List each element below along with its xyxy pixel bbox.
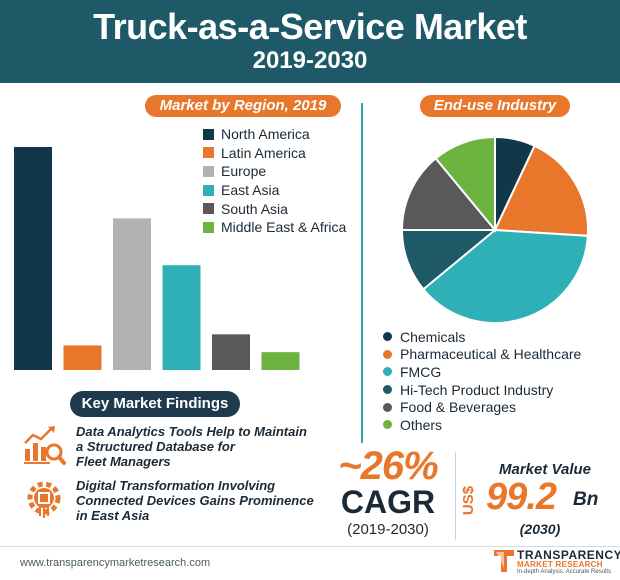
cagr-period: (2019-2030): [347, 521, 429, 538]
market-value-currency: US$: [460, 478, 486, 526]
legend-item-hitech: Hi-Tech Product Industry: [383, 381, 581, 399]
legend-item-east-asia: East Asia: [203, 181, 346, 200]
logo-text-sub: MARKET RESEARCH: [517, 560, 603, 569]
legend-label: East Asia: [221, 182, 280, 199]
analytics-chart-icon: [24, 426, 66, 465]
header-banner: Truck-as-a-Service Market 2019-2030: [0, 0, 620, 83]
bar-east-asia: [162, 265, 201, 370]
finding-line: Digital Transformation Involving: [76, 478, 276, 493]
legend-item-fmcg: FMCG: [383, 363, 581, 381]
tmr-logo-icon: [494, 550, 514, 572]
legend-swatch: [203, 147, 214, 159]
legend-item-latin-america: Latin America: [203, 144, 346, 163]
bar-north-america: [14, 147, 52, 370]
legend-swatch: [203, 128, 214, 140]
enduse-legend: Chemicals Pharmaceutical & Healthcare FM…: [383, 328, 581, 434]
footer-divider: [0, 546, 620, 547]
legend-item-chemicals: Chemicals: [383, 328, 581, 346]
finding-item-2: Digital Transformation Involving Connect…: [76, 478, 336, 523]
finding-line: Fleet Managers: [76, 454, 171, 469]
bar-south-asia: [212, 334, 250, 370]
legend-label: Europe: [221, 163, 267, 180]
legend-item-others: Others: [383, 416, 581, 434]
stats-divider: [455, 452, 456, 540]
legend-item-middle-east-africa: Middle East & Africa: [203, 218, 346, 237]
legend-dot: [383, 349, 392, 359]
section-divider: [361, 103, 363, 443]
page-subtitle-years: 2019-2030: [252, 47, 368, 74]
legend-label: Middle East & Africa: [221, 219, 347, 236]
legend-item-north-america: North America: [203, 125, 346, 144]
market-value-number: 99.2: [486, 476, 557, 518]
digital-gear-icon: [27, 481, 61, 518]
footer-url[interactable]: www.transparencymarketresearch.com: [20, 557, 211, 569]
slice-fmcg: [421, 228, 589, 324]
legend-swatch: [203, 184, 214, 196]
page-title: Truck-as-a-Service Market: [93, 6, 527, 47]
legend-dot: [383, 367, 392, 377]
legend-swatch: [203, 165, 214, 177]
slice-food-beverages: [400, 156, 498, 231]
market-value-year: (2030): [519, 521, 561, 537]
legend-item-europe: Europe: [203, 162, 346, 181]
finding-line: Connected Devices Gains Prominence: [76, 493, 314, 508]
bar-middle-east-africa: [261, 352, 300, 370]
market-value-label: Market Value: [499, 461, 591, 478]
legend-swatch: [203, 221, 214, 233]
cagr-label: CAGR: [340, 484, 436, 520]
finding-item-1: Data Analytics Tools Help to Maintain a …: [76, 424, 336, 469]
finding-line: Data Analytics Tools Help to Maintain: [76, 424, 307, 439]
enduse-chart-title: End-use Industry: [420, 95, 570, 117]
legend-dot: [383, 332, 392, 342]
finding-line: a Structured Database for: [76, 439, 235, 454]
legend-label: South Asia: [221, 200, 288, 217]
enduse-pie-chart: [400, 135, 589, 324]
region-legend: North America Latin America Europe East …: [203, 125, 346, 237]
legend-item-food: Food & Beverages: [383, 398, 581, 416]
logo-text-main: TRANSPARENCY: [517, 548, 620, 562]
legend-item-south-asia: South Asia: [203, 199, 346, 218]
region-bar-chart: [14, 147, 300, 370]
legend-label: North America: [221, 126, 310, 143]
bar-europe: [113, 218, 151, 370]
legend-label: FMCG: [400, 363, 442, 380]
slice-others: [434, 135, 496, 233]
legend-dot: [383, 420, 392, 430]
logo-tagline: In-depth Analysis. Accurate Results: [517, 569, 612, 575]
slice-pharmaceutical-healthcare: [493, 144, 589, 237]
legend-label: Latin America: [221, 144, 306, 161]
findings-heading: Key Market Findings: [70, 391, 240, 417]
cagr-value: ~26%: [338, 444, 438, 488]
legend-item-pharma: Pharmaceutical & Healthcare: [383, 346, 581, 364]
market-value-unit: Bn: [573, 489, 599, 510]
bar-latin-america: [63, 345, 102, 370]
legend-label: Others: [400, 416, 443, 433]
legend-label: Chemicals: [400, 328, 466, 345]
finding-line: in East Asia: [76, 508, 150, 523]
legend-label: Hi-Tech Product Industry: [400, 381, 554, 398]
legend-dot: [383, 402, 392, 412]
currency-text: US$: [460, 485, 478, 516]
legend-dot: [383, 385, 392, 395]
region-chart-title: Market by Region, 2019: [145, 95, 341, 117]
legend-label: Food & Beverages: [400, 399, 516, 416]
legend-swatch: [203, 203, 214, 215]
legend-label: Pharmaceutical & Healthcare: [400, 346, 582, 363]
